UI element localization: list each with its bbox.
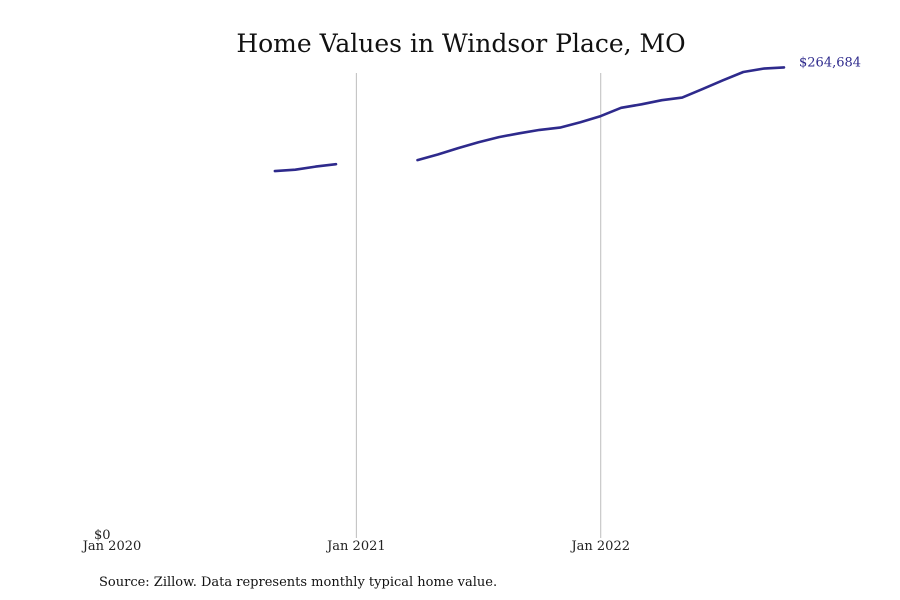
- series-lines: [273, 66, 786, 173]
- axis-labels: Jan 2020 Jan 2021 Jan 2022 $0 $264,684: [81, 55, 861, 554]
- series-line-segment: [273, 162, 338, 173]
- gridlines: [355, 73, 602, 538]
- x-tick-label: Jan 2021: [325, 539, 386, 554]
- x-tick-label: Jan 2020: [81, 539, 142, 554]
- source-note: Source: Zillow. Data represents monthly …: [99, 575, 497, 590]
- end-value-label: $264,684: [799, 55, 861, 70]
- y-tick-label: $0: [94, 528, 111, 543]
- series-line-segment: [416, 66, 786, 162]
- chart-title: Home Values in Windsor Place, MO: [236, 29, 685, 58]
- x-tick-label: Jan 2022: [569, 539, 630, 554]
